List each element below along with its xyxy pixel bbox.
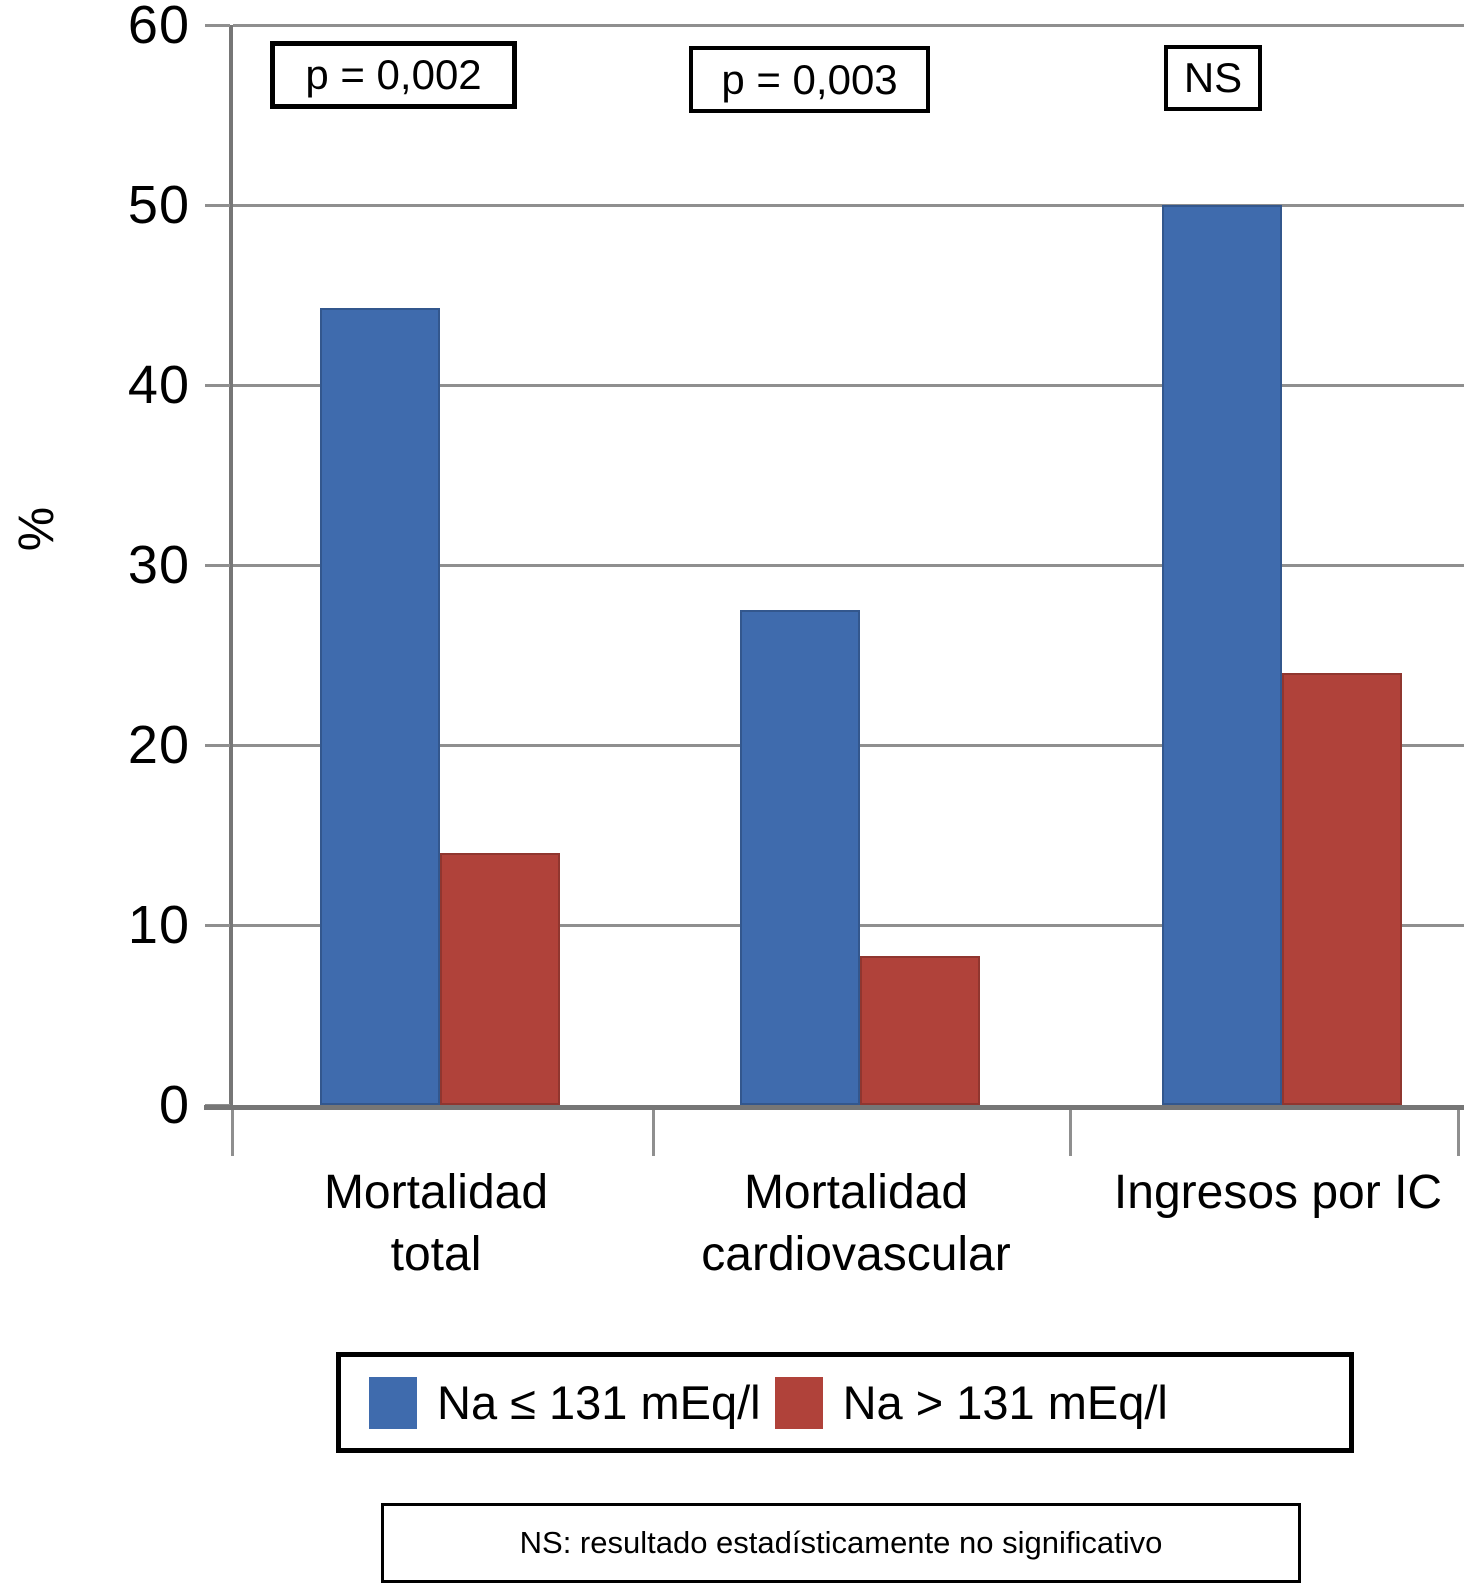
legend-label-na-low: Na ≤ 131 mEq/l — [437, 1376, 761, 1429]
bar-na-high-group3 — [1282, 673, 1402, 1105]
p-value-label: NS — [1183, 54, 1243, 101]
category-line: cardiovascular — [701, 1228, 1011, 1281]
p-value-box-ingresos: NS — [1164, 45, 1262, 111]
category-line: Mortalidad — [323, 1166, 549, 1219]
x-axis-tick — [1069, 1110, 1072, 1156]
gridline — [233, 383, 1464, 387]
bar-na-low-group2 — [740, 610, 860, 1105]
x-category-label-ingresos-por-ic: Ingresos por IC — [1028, 1162, 1480, 1224]
x-category-label-mortalidad-cardiovascular: Mortalidad cardiovascular — [606, 1162, 1106, 1286]
legend-label-na-high: Na > 131 mEq/l — [842, 1376, 1168, 1429]
x-axis-tick — [652, 1110, 655, 1156]
y-axis-tick-label: 40 — [127, 355, 190, 415]
bar-na-low-group3 — [1162, 205, 1282, 1105]
p-value-label: p = 0,002 — [305, 51, 482, 98]
gridline — [233, 203, 1464, 207]
y-axis-tick — [205, 383, 230, 387]
legend-swatch-na-high — [774, 1376, 823, 1429]
y-axis-tick-label: 30 — [127, 535, 190, 595]
y-axis-tick-label: 20 — [127, 715, 190, 775]
p-value-label: p = 0,003 — [721, 55, 898, 103]
y-axis-tick — [205, 743, 230, 747]
p-value-box-mortalidad-cardiovascular: p = 0,003 — [689, 46, 930, 113]
gridline — [233, 563, 1464, 567]
category-line: total — [390, 1228, 482, 1281]
category-line: Mortalidad — [743, 1166, 969, 1219]
bar-na-high-group2 — [860, 955, 980, 1105]
plot-area — [205, 23, 1464, 1156]
footnote-box: NS: resultado estadísticamente no signif… — [381, 1503, 1301, 1583]
p-value-box-mortalidad-total: p = 0,002 — [270, 41, 517, 109]
bar-na-low-group1 — [320, 307, 440, 1105]
bar-na-high-group1 — [440, 853, 560, 1105]
y-axis-tick-label: 50 — [127, 175, 190, 235]
x-axis-baseline-extension — [204, 1105, 233, 1110]
y-axis-tick — [205, 563, 230, 567]
y-axis-tick-label: 60 — [127, 0, 190, 55]
x-axis-tick — [1457, 1110, 1460, 1156]
x-axis-tick — [231, 1110, 234, 1156]
gridline — [233, 23, 1464, 27]
y-axis-tick-label: 0 — [158, 1075, 190, 1135]
x-category-label-mortalidad-total: Mortalidad total — [186, 1162, 686, 1286]
y-axis-tick-label: 10 — [127, 895, 190, 955]
legend-swatch-na-low — [369, 1376, 417, 1429]
category-line: Ingresos por IC — [1113, 1166, 1443, 1219]
legend: Na ≤ 131 mEq/l Na > 131 mEq/l — [336, 1352, 1354, 1453]
footnote-text: NS: resultado estadísticamente no signif… — [519, 1525, 1163, 1560]
y-axis-tick — [205, 923, 230, 927]
y-axis-tick — [205, 203, 230, 207]
y-axis-tick — [205, 23, 230, 27]
